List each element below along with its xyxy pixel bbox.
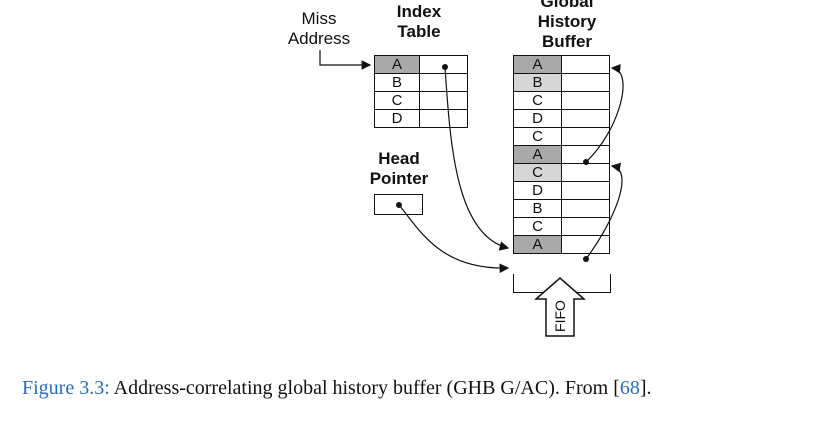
ghb-row: B	[513, 73, 610, 92]
ghb-row: A	[513, 235, 610, 254]
head-pointer-text: Head Pointer	[369, 149, 429, 188]
ghb-key-cell: A	[513, 145, 562, 164]
fifo-text: FIFO	[552, 300, 568, 332]
ghb-row: B	[513, 199, 610, 218]
ghb-link-arrow-1	[585, 162, 623, 260]
fifo-label: FIFO	[550, 296, 570, 336]
ghb-key-cell: A	[513, 235, 562, 254]
ghb-row: D	[513, 109, 610, 128]
figure-number-link[interactable]: Figure 3.3:	[22, 377, 110, 399]
caption-text: Address-correlating global history buffe…	[109, 377, 620, 399]
ghb-key-cell: C	[513, 163, 562, 182]
figure-caption: Figure 3.3: Address-correlating global h…	[22, 377, 652, 400]
ghb-key-cell: A	[513, 55, 562, 74]
fifo-arrow	[534, 277, 586, 337]
diagram-arrows	[319, 50, 624, 337]
diagram-panel: Miss Address Index Table Global History …	[280, 0, 632, 355]
index-to-ghb-arrow	[444, 66, 510, 251]
index-table-label: Index Table	[375, 2, 463, 42]
index-key-cell: A	[374, 55, 420, 74]
miss-address-text: Miss Address	[287, 9, 351, 48]
ghb-row: A	[513, 55, 610, 74]
head-pointer-label: Head Pointer	[364, 149, 434, 189]
index-table-text: Index Table	[396, 2, 442, 41]
ghb-text: Global History Buffer	[537, 0, 597, 51]
index-pointer-cell	[419, 109, 468, 128]
index-table-row: D	[374, 109, 468, 128]
ghb-row: D	[513, 181, 610, 200]
ghb-link-arrow-2	[585, 63, 624, 163]
ghb-label: Global History Buffer	[512, 0, 622, 52]
index-table-row: B	[374, 73, 468, 92]
caption-end: ].	[639, 377, 652, 399]
head-to-ghb-arrow	[398, 204, 510, 274]
ghb-link-cell	[561, 235, 610, 254]
miss-address-label: Miss Address	[280, 9, 358, 49]
citation-link[interactable]: 68	[619, 377, 640, 399]
ghb-key-cell: B	[513, 73, 562, 92]
miss-address-arrow	[319, 50, 372, 70]
